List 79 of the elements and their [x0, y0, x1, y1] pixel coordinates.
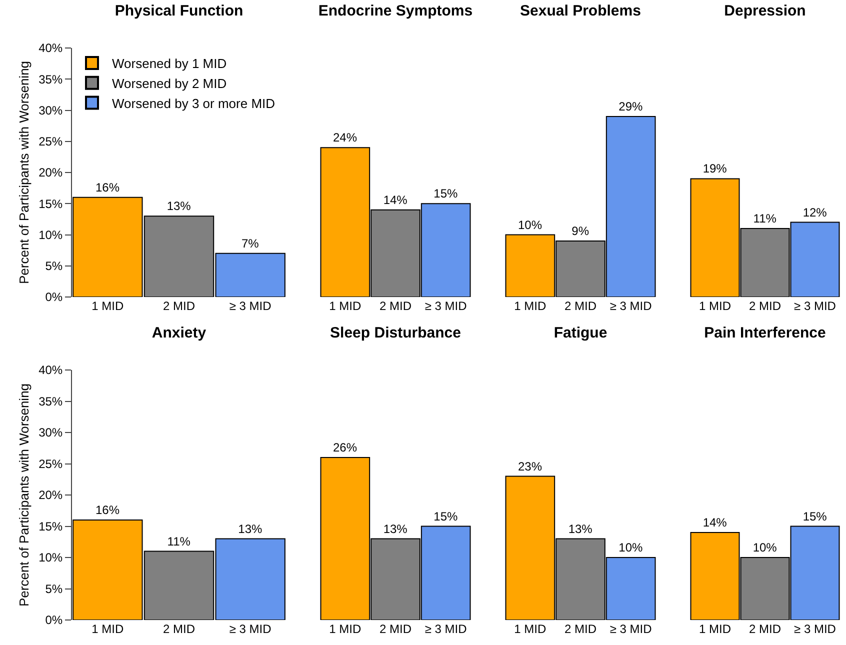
x-tick-label: 1 MID: [92, 299, 124, 313]
y-tick-label: 30%: [38, 426, 63, 440]
legend-label: Worsened by 3 or more MID: [112, 96, 276, 111]
x-tick-label: 2 MID: [564, 299, 597, 313]
y-tick-label: 30%: [38, 103, 63, 118]
data-label: 14%: [383, 192, 408, 207]
x-tick-label: 2 MID: [379, 299, 412, 313]
y-tick-label: 40%: [38, 41, 63, 56]
y-axis-title: Percent of Participants with Worsening: [16, 383, 32, 607]
x-tick-label: 1 MID: [329, 622, 362, 636]
y-tick-label: 0%: [45, 613, 63, 628]
data-label: 15%: [802, 509, 828, 524]
data-label: 13%: [383, 522, 408, 536]
legend-label: Worsened by 1 MID: [112, 56, 227, 72]
x-tick-label: 1 MID: [698, 622, 732, 636]
x-tick-label: 2 MID: [748, 299, 782, 313]
x-tick-label: 1 MID: [329, 299, 362, 313]
y-tick-label: 5%: [45, 582, 63, 596]
x-tick-label: ≥ 3 MID: [229, 622, 272, 636]
chart-title: Anxiety: [152, 324, 207, 342]
y-tick-label: 15%: [38, 519, 63, 534]
y-tick-label: 20%: [38, 166, 63, 180]
data-label: 24%: [332, 130, 358, 145]
y-tick-label: 0%: [45, 290, 63, 304]
data-label: 15%: [434, 509, 458, 524]
y-tick-label: 40%: [38, 363, 63, 378]
data-label: 14%: [702, 516, 728, 530]
chart-title: Depression: [724, 2, 806, 20]
y-tick-label: 20%: [38, 488, 63, 502]
x-tick-label: 2 MID: [379, 622, 412, 636]
x-tick-label: 1 MID: [92, 622, 124, 636]
y-tick-label: 35%: [38, 394, 63, 408]
data-label: 16%: [95, 503, 120, 517]
y-axis-title: Percent of Participants with Worsening: [16, 60, 32, 284]
legend-label: Worsened by 2 MID: [112, 76, 227, 91]
x-tick-label: 1 MID: [698, 299, 732, 313]
data-label: 13%: [238, 522, 263, 536]
x-tick-label: 2 MID: [162, 299, 196, 313]
y-tick-label: 10%: [38, 550, 63, 565]
data-label: 7%: [242, 236, 260, 250]
x-tick-label: ≥ 3 MID: [229, 299, 272, 313]
data-label: 29%: [618, 99, 644, 114]
x-tick-label: ≥ 3 MID: [794, 622, 836, 636]
data-label: 10%: [752, 540, 778, 554]
data-label: 12%: [802, 205, 828, 220]
y-tick-label: 35%: [38, 72, 63, 86]
data-label: 26%: [332, 440, 358, 454]
data-label: 11%: [753, 212, 777, 226]
data-label: 10%: [518, 218, 542, 232]
x-tick-label: ≥ 3 MID: [610, 622, 652, 636]
data-label: 13%: [166, 199, 192, 214]
x-tick-label: 2 MID: [564, 622, 597, 636]
y-tick-label: 5%: [45, 259, 63, 274]
x-tick-label: ≥ 3 MID: [610, 299, 652, 313]
chart-title: Sleep Disturbance: [330, 324, 461, 342]
data-label: 11%: [167, 534, 191, 548]
chart-title: Pain Interference: [704, 324, 826, 342]
x-tick-label: ≥ 3 MID: [424, 622, 468, 636]
y-tick-label: 10%: [38, 228, 63, 242]
x-tick-label: 1 MID: [514, 622, 546, 636]
data-label: 16%: [95, 180, 120, 194]
x-tick-label: 1 MID: [514, 299, 546, 313]
data-label: 9%: [572, 224, 590, 238]
chart-title: Sexual Problems: [520, 2, 641, 20]
data-label: 19%: [702, 162, 728, 176]
data-label: 13%: [568, 522, 593, 536]
y-tick-label: 25%: [38, 134, 63, 149]
x-tick-label: 2 MID: [162, 622, 196, 636]
data-label: 23%: [518, 459, 542, 474]
x-tick-label: ≥ 3 MID: [424, 299, 468, 313]
y-tick-label: 15%: [38, 196, 63, 211]
chart-title: Endocrine Symptoms: [318, 2, 473, 20]
data-label: 10%: [618, 540, 644, 554]
chart-title: Physical Function: [114, 2, 244, 20]
chart-title: Fatigue: [554, 324, 608, 342]
data-label: 15%: [434, 186, 458, 201]
x-tick-label: 2 MID: [748, 622, 782, 636]
x-tick-label: ≥ 3 MID: [794, 299, 836, 313]
y-tick-label: 25%: [38, 456, 63, 471]
